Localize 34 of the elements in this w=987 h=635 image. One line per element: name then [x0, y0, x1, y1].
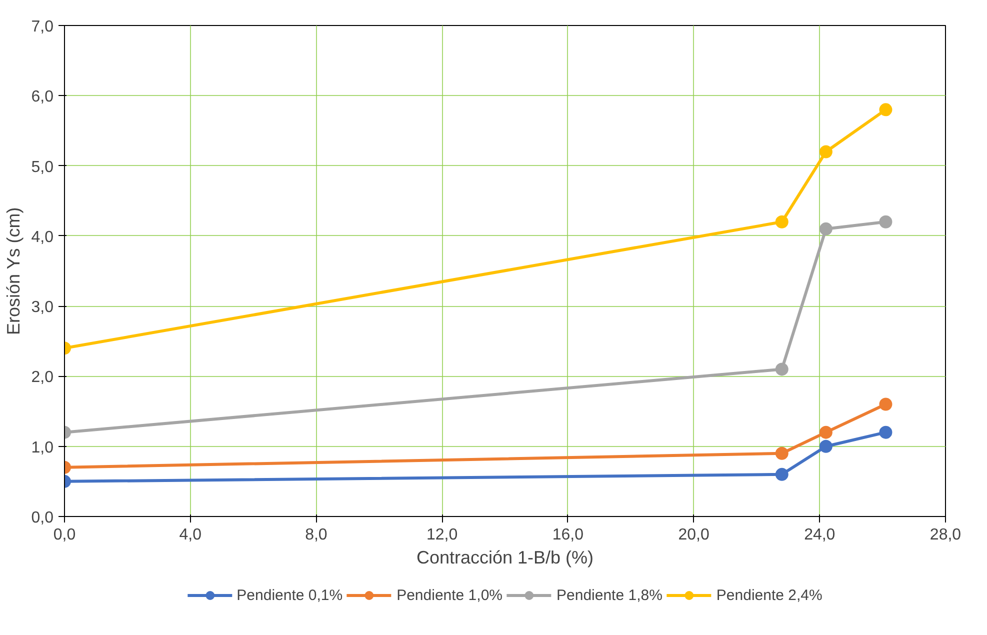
point: [819, 426, 832, 439]
point: [879, 426, 892, 439]
x-tick-label: 28,0: [930, 526, 962, 544]
x-tick-label: 20,0: [678, 526, 710, 544]
point: [819, 440, 832, 453]
y-tick-label: 4,0: [31, 228, 54, 246]
legend-label: Pendiente 2,4%: [716, 586, 822, 604]
y-tick-label: 0,0: [31, 510, 54, 526]
point: [775, 362, 788, 376]
x-tick-label: 0,0: [53, 526, 76, 544]
y-tick-label: 5,0: [31, 158, 54, 176]
y-tick-label: 7,0: [31, 18, 54, 36]
y-tick-label: 3,0: [31, 299, 54, 316]
x-tick-label: 12,0: [426, 526, 458, 544]
legend-label: Pendiente 1,8%: [556, 586, 662, 604]
x-tick-label: 24,0: [804, 526, 836, 544]
point: [819, 222, 832, 236]
point: [879, 215, 892, 228]
x-axis-title: Contracción 1-B/b (%): [416, 548, 594, 568]
legend-label: Pendiente 1,0%: [396, 586, 502, 604]
legend-label: Pendiente 0,1%: [236, 586, 343, 604]
y-axis-title: Erosión Ys (cm): [3, 207, 24, 336]
point: [775, 446, 788, 460]
point: [879, 398, 892, 411]
point: [775, 468, 788, 481]
x-tick-label: 8,0: [305, 526, 328, 544]
x-tick-label: 16,0: [552, 526, 584, 544]
y-tick-label: 1,0: [31, 439, 54, 456]
y-tick-label: 2,0: [31, 369, 54, 386]
point: [879, 103, 892, 116]
x-tick-label: 4,0: [179, 526, 202, 544]
y-tick-label: 6,0: [31, 88, 54, 106]
point: [819, 145, 832, 158]
point: [775, 215, 788, 228]
